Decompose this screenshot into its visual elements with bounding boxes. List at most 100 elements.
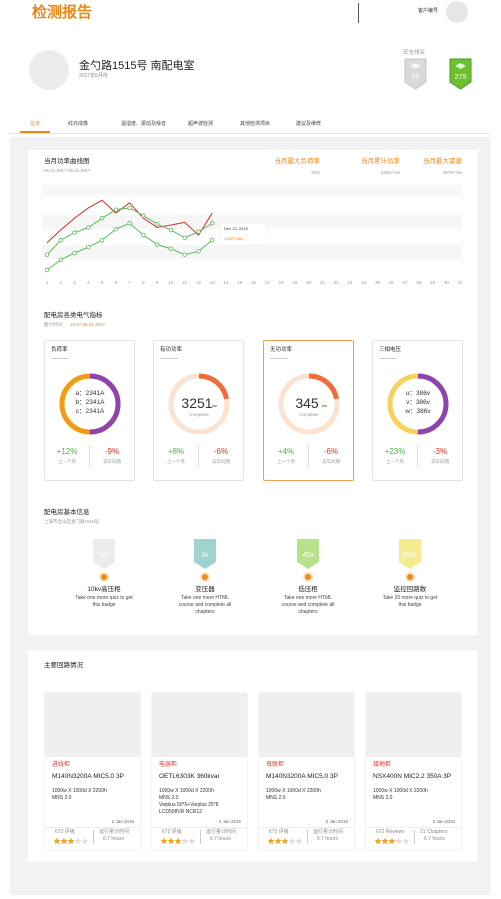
gauge-value: 345 [295, 395, 319, 411]
x-tick-label: 17 [265, 280, 271, 285]
series-marker [210, 221, 215, 226]
card-rule [152, 827, 247, 828]
series-marker [154, 221, 160, 227]
up-label: 上一个月 [386, 459, 404, 464]
card-spec: 1000w X 1000d X 2200h [266, 788, 321, 794]
indicator-card: 三相电压 u：386v v：386v w：386v +23% 上一个月 -3% 去年同期 [372, 340, 463, 481]
badge-dot [407, 574, 413, 580]
card-rule [379, 358, 397, 359]
card-date: 2 Jan 2016 [218, 819, 241, 824]
site-name: 金勺路1515号 南配电室 [79, 60, 195, 72]
circuit-card[interactable]: 进线柜 M140N3200A MIC5.0 3P 1000w X 1000d X 2… [45, 693, 140, 850]
gauge-arc [59, 373, 121, 435]
card-left: 672 Reviews [376, 829, 405, 835]
series-marker [99, 238, 105, 243]
x-tick-label: 8 [142, 280, 145, 285]
section-sub: 截计时间： [44, 322, 67, 327]
x-tick-label: 22 [334, 280, 340, 285]
stat-divider [89, 445, 90, 467]
card-model: OETL6303K 360kvar [159, 773, 220, 780]
up-label: 上一个月 [167, 459, 185, 464]
down-label: 去年同期 [322, 459, 340, 464]
tab[interactable]: 建议及维修 [296, 121, 322, 127]
tab[interactable]: 超声波检测 [188, 121, 214, 127]
item-desc: this badge [92, 602, 116, 608]
badge-text: 3x [201, 552, 209, 559]
x-tick-label: 10 [168, 280, 174, 285]
item-desc: Take one more HTML [180, 595, 230, 601]
circuit-card[interactable]: 接地柜 NSX400N MIC2.2 350A 3P 1000w X 1000d X… [366, 693, 461, 850]
stars [267, 837, 303, 845]
stat-value: 34% [310, 170, 320, 175]
card-spec: MNS 2.0 [159, 795, 179, 801]
tab[interactable]: 红外成像 [68, 121, 89, 127]
series-marker [127, 205, 132, 211]
account-label: 客户编号 [418, 8, 439, 14]
card-spec: 1000w X 1000d X 2200h [373, 788, 428, 794]
card-image [45, 693, 140, 757]
gauge-unit: kw [322, 403, 327, 408]
x-tick-label: 4 [87, 280, 90, 285]
card-rule [366, 827, 461, 828]
section-sub: 上海市宝山区金勺路1515号 [44, 519, 100, 524]
x-tick-label: 7 [128, 280, 131, 285]
card-spec: Varplus 50*6+Varplus 25*8 [159, 802, 219, 808]
x-tick-label: 25 [375, 280, 381, 285]
footer-divider [200, 830, 201, 844]
site-avatar [29, 50, 69, 90]
card-spec: 1000w X 1000d X 2200h [159, 788, 214, 794]
series-marker [182, 252, 187, 257]
info-badge: 200+ [399, 539, 421, 569]
stars [53, 837, 89, 845]
card-spec: LCD508VR NCR12 [159, 809, 203, 815]
circuit-card[interactable]: 电容柜 OETL6303K 360kvar 1000w X 1000d X 2200… [152, 693, 247, 850]
card-left: 672 评级 [162, 829, 182, 835]
star [295, 837, 303, 845]
item-desc: Take one more quiz to get [75, 595, 133, 601]
gauge-arc [168, 373, 230, 435]
down-value: -9% [104, 447, 120, 456]
down-label: 去年同期 [212, 459, 230, 464]
badge-dot [202, 574, 208, 580]
star [281, 837, 289, 845]
circuit-card[interactable]: 母联柜 M140N3200A MIC5.0 3P 1000w X 1000d X 2… [259, 693, 354, 850]
star [167, 837, 175, 845]
card-image [259, 693, 354, 757]
series-line [46, 199, 213, 244]
x-tick-label: 18 [279, 280, 285, 285]
x-tick-label: 16 [251, 280, 257, 285]
x-tick-label: 31 [458, 280, 464, 285]
time: 15:37 05.01.2017 [70, 322, 106, 327]
badge-shape [194, 539, 216, 569]
tab[interactable]: 温湿度、振动及噪音 [121, 121, 167, 127]
stars [160, 837, 196, 845]
stat-value: 36787 kw [442, 170, 462, 175]
account-avatar[interactable] [446, 1, 468, 23]
series-marker [44, 252, 50, 257]
tab[interactable]: 总览 [30, 121, 41, 127]
badge-text: 10x [98, 552, 110, 559]
x-tick-label: 30 [444, 280, 450, 285]
indicator-card: 负荷率 a：2341A b：2341A c：2341A +12% 上一个月 -9% 去年同期 [44, 340, 135, 481]
info-badge: 3x [194, 539, 216, 569]
gauge-sub: Complete [299, 412, 319, 417]
x-tick-label: 27 [403, 280, 409, 285]
up-label: 上一个月 [58, 459, 76, 464]
series-marker [72, 250, 77, 256]
up-value: +8% [167, 447, 185, 456]
item-desc: this badge [398, 602, 422, 608]
tab-underline [20, 131, 50, 133]
tab[interactable]: 其他检测项目 [240, 121, 271, 127]
info-badge: 45x [297, 539, 319, 569]
gauge-line: b：2341A [76, 399, 106, 406]
series-marker [168, 227, 174, 233]
card-spec: MNS 2.0 [266, 795, 286, 801]
card-spec: 1000w X 1000d X 2200h [52, 788, 107, 794]
card-image [366, 693, 461, 757]
rank-badge: 275 [449, 58, 472, 90]
card-rule [45, 827, 140, 828]
up-value: +4% [277, 447, 295, 456]
